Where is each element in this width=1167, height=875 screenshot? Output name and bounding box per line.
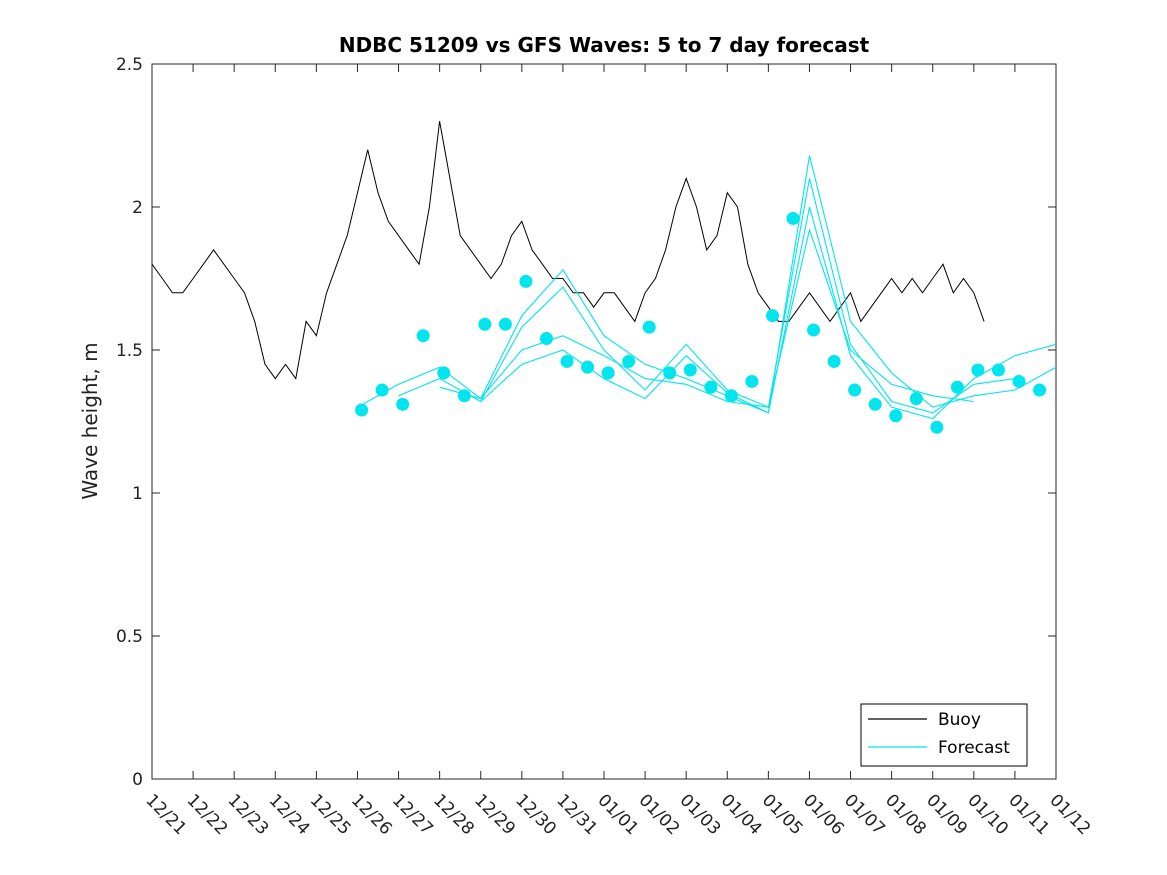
forecast-marker bbox=[683, 363, 697, 377]
y-axis-label: Wave height, m bbox=[78, 342, 102, 499]
y-tick-label: 1 bbox=[132, 484, 143, 504]
legend-label-buoy: Buoy bbox=[938, 710, 981, 730]
forecast-marker bbox=[827, 354, 841, 368]
series-line-forecast-2 bbox=[398, 178, 1015, 414]
forecast-marker bbox=[355, 403, 369, 417]
forecast-marker bbox=[622, 354, 636, 368]
forecast-marker bbox=[581, 360, 595, 374]
legend-box bbox=[860, 703, 1028, 767]
forecast-marker bbox=[745, 374, 759, 388]
y-tick-label: 0.5 bbox=[116, 627, 143, 647]
forecast-marker bbox=[786, 211, 800, 225]
forecast-marker bbox=[807, 323, 821, 337]
legend: Buoy Forecast bbox=[860, 703, 1028, 767]
forecast-marker bbox=[457, 389, 471, 403]
series-line-forecast-1 bbox=[357, 227, 974, 408]
forecast-marker bbox=[375, 383, 389, 397]
forecast-marker bbox=[991, 363, 1005, 377]
forecast-marker bbox=[704, 380, 718, 394]
forecast-marker bbox=[1012, 374, 1026, 388]
forecast-marker bbox=[519, 274, 533, 288]
forecast-marker bbox=[724, 389, 738, 403]
forecast-marker bbox=[1033, 383, 1047, 397]
forecast-marker bbox=[971, 363, 985, 377]
forecast-marker bbox=[437, 366, 451, 380]
forecast-marker bbox=[560, 354, 574, 368]
forecast-marker bbox=[950, 380, 964, 394]
forecast-marker bbox=[396, 397, 410, 411]
y-tick-label: 2 bbox=[132, 198, 143, 218]
forecast-marker bbox=[498, 317, 512, 331]
forecast-marker bbox=[663, 366, 677, 380]
forecast-marker bbox=[848, 383, 862, 397]
series-line-forecast-4 bbox=[480, 155, 1056, 414]
y-tick-label: 2.5 bbox=[116, 55, 143, 75]
forecast-marker bbox=[642, 320, 656, 334]
forecast-marker bbox=[416, 329, 430, 343]
forecast-marker bbox=[909, 392, 923, 406]
y-tick-label: 0 bbox=[132, 770, 143, 790]
series-line-forecast-3 bbox=[439, 206, 1056, 420]
forecast-marker bbox=[868, 397, 882, 411]
forecast-marker bbox=[478, 317, 492, 331]
forecast-marker bbox=[765, 309, 779, 323]
forecast-marker bbox=[601, 366, 615, 380]
forecast-marker bbox=[539, 332, 553, 346]
forecast-marker bbox=[930, 420, 944, 434]
y-tick-label: 1.5 bbox=[116, 341, 143, 361]
chart-title: NDBC 51209 vs GFS Waves: 5 to 7 day fore… bbox=[339, 33, 870, 57]
legend-label-forecast: Forecast bbox=[938, 738, 1010, 758]
forecast-marker bbox=[889, 409, 903, 423]
